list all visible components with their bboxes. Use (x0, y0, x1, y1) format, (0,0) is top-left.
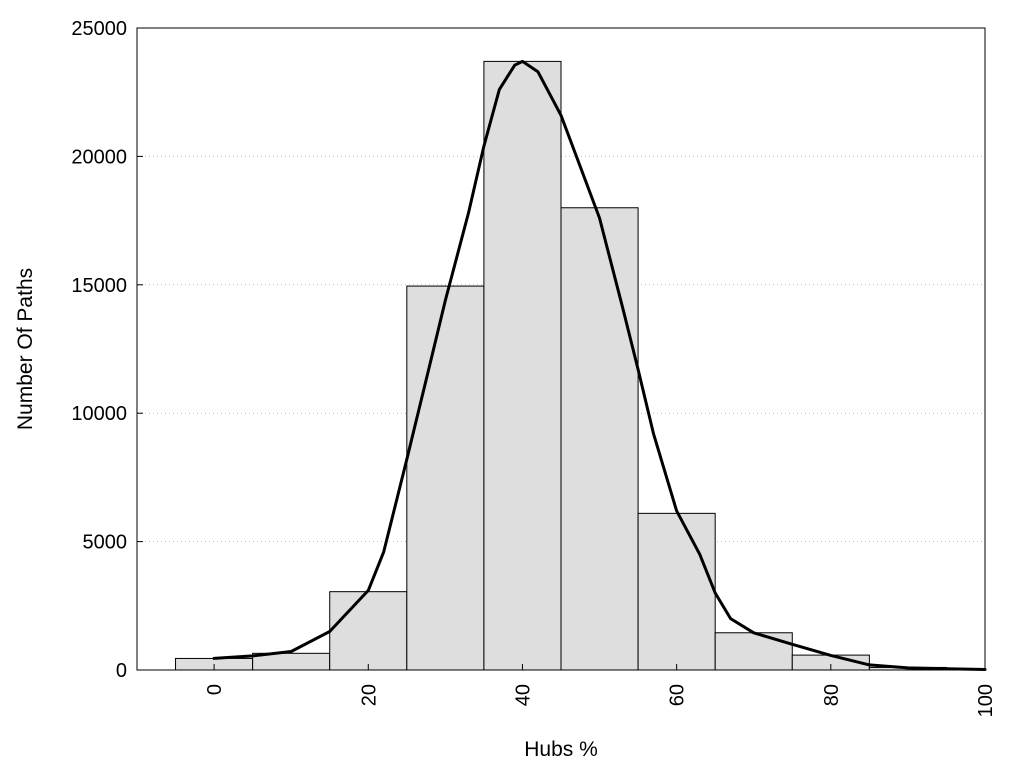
plot-frame (136, 27, 986, 671)
y-tick-label: 15000 (71, 275, 127, 297)
histogram-bar (483, 60, 562, 671)
y-tick-label: 10000 (71, 403, 127, 425)
x-tick-label: 60 (667, 684, 689, 706)
x-tick-label: 80 (821, 684, 843, 706)
y-tick-label: 25000 (71, 18, 127, 40)
histogram-bar (637, 512, 716, 671)
x-axis-ticks: 0 20 40 60 80 100 (204, 664, 997, 717)
y-tick-label: 0 (116, 660, 127, 682)
y-axis-title: Number Of Paths (14, 268, 37, 430)
bars (175, 60, 947, 671)
curve-layer (212, 59, 987, 671)
y-tick-label: 5000 (83, 532, 128, 554)
y-tick-label: 20000 (71, 146, 127, 168)
histogram-bar (329, 591, 408, 671)
histogram-bar (560, 207, 639, 671)
histogram-bar (406, 285, 485, 671)
fit-curve-line (212, 59, 987, 671)
x-tick-label: 40 (512, 684, 534, 706)
x-axis-title: Hubs % (524, 738, 598, 761)
x-tick-label: 20 (358, 684, 380, 706)
histogram-bar (714, 632, 793, 671)
y-axis-ticks: 0 5000 10000 15000 20000 25000 (71, 18, 143, 682)
x-tick-label: 100 (975, 684, 997, 717)
x-tick-label: 0 (204, 684, 226, 695)
